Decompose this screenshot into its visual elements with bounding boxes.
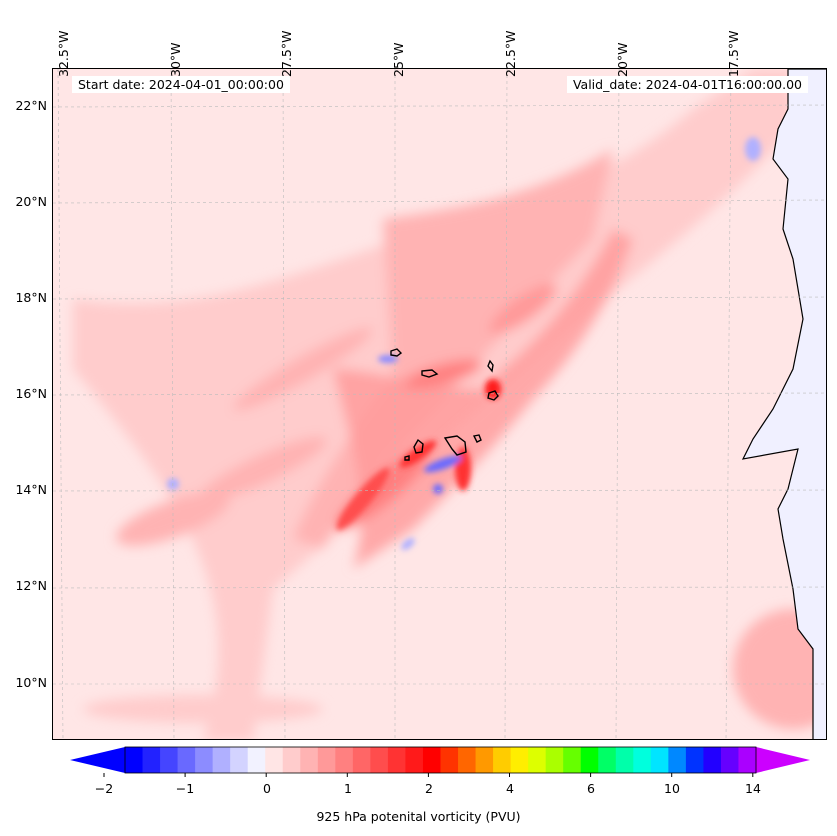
colorbar-tickmarks <box>103 773 754 777</box>
colorbar-segment <box>212 747 231 773</box>
colorbar-segment <box>528 747 547 773</box>
colorbar-segment <box>300 747 319 773</box>
colorbar-extend-max <box>756 747 810 773</box>
colorbar <box>70 746 810 777</box>
lat-label-16n: 16°N <box>15 386 47 401</box>
colorbar-segment <box>545 747 564 773</box>
colorbar-segment <box>177 747 196 773</box>
colorbar-segment <box>125 747 144 773</box>
colorbar-segment <box>440 747 459 773</box>
colorbar-tick-label: 1 <box>344 781 352 796</box>
pv-field-map <box>53 69 826 739</box>
colorbar-segment <box>247 747 266 773</box>
colorbar-segment <box>633 747 652 773</box>
colorbar-tick-label: 10 <box>664 781 680 796</box>
lat-label-10n: 10°N <box>15 675 47 690</box>
cape-verde-islands <box>390 348 499 461</box>
colorbar-segment <box>580 747 599 773</box>
colorbar-segment <box>458 747 477 773</box>
colorbar-segment <box>387 747 407 773</box>
colorbar-segment <box>352 747 371 773</box>
lat-label-12n: 12°N <box>15 578 47 593</box>
lon-label-32-5w: 32.5°W <box>56 30 71 77</box>
lon-label-27-5w: 27.5°W <box>279 30 294 77</box>
lat-label-18n: 18°N <box>15 290 47 305</box>
colorbar-label: 925 hPa potenital vorticity (PVU) <box>316 809 521 824</box>
lon-label-25w: 25°W <box>391 42 406 77</box>
colorbar-tick-label: 6 <box>587 781 595 796</box>
colorbar-segment <box>335 747 354 773</box>
lon-label-30w: 30°W <box>168 42 183 77</box>
colorbar-segment <box>282 747 301 773</box>
africa-coastline <box>741 69 826 739</box>
graticule <box>53 69 826 739</box>
colorbar-segment <box>142 747 161 773</box>
colorbar-segment <box>422 747 442 773</box>
colorbar-segment <box>510 747 529 773</box>
colorbar-segment <box>493 747 512 773</box>
lon-label-22-5w: 22.5°W <box>503 30 518 77</box>
valid-date-label: Valid_date: 2024-04-01T16:00:00.00 <box>566 76 808 93</box>
pv-contours <box>73 69 826 739</box>
colorbar-tick-label: −2 <box>94 781 114 796</box>
colorbar-extend-min <box>70 747 125 773</box>
colorbar-outline <box>124 746 757 774</box>
colorbar-segment <box>703 747 722 773</box>
colorbar-tick-label: 14 <box>745 781 761 796</box>
colorbar-tick-label: 2 <box>425 781 433 796</box>
colorbar-segment <box>720 747 740 773</box>
colorbar-segment <box>615 747 634 773</box>
map-panel <box>52 68 827 740</box>
colorbar-tick-label: 0 <box>263 781 271 796</box>
lon-label-17-5w: 17.5°W <box>726 30 741 77</box>
colorbar-segment <box>650 747 669 773</box>
colorbar-segment <box>598 747 617 773</box>
lon-label-20w: 20°W <box>615 42 630 77</box>
colorbar-segment <box>230 747 249 773</box>
lat-label-22n: 22°N <box>15 98 47 113</box>
colorbar-segment <box>475 747 494 773</box>
start-date-label: Start date: 2024-04-01_00:00:00 <box>72 76 290 93</box>
colorbar-segment <box>685 747 705 773</box>
colorbar-segment <box>160 747 179 773</box>
colorbar-tick-label: 4 <box>506 781 514 796</box>
lat-label-20n: 20°N <box>15 194 47 209</box>
colorbar-segment <box>265 747 284 773</box>
colorbar-tick-label: −1 <box>175 781 195 796</box>
pv-maxima <box>167 137 761 550</box>
colorbar-segment <box>195 747 214 773</box>
colorbar-segments <box>125 747 757 773</box>
lat-label-14n: 14°N <box>15 482 47 497</box>
colorbar-segment <box>317 747 336 773</box>
colorbar-segment <box>563 747 582 773</box>
colorbar-segment <box>668 747 687 773</box>
colorbar-segment <box>405 747 424 773</box>
colorbar-segment <box>738 747 757 773</box>
colorbar-segment <box>370 747 389 773</box>
